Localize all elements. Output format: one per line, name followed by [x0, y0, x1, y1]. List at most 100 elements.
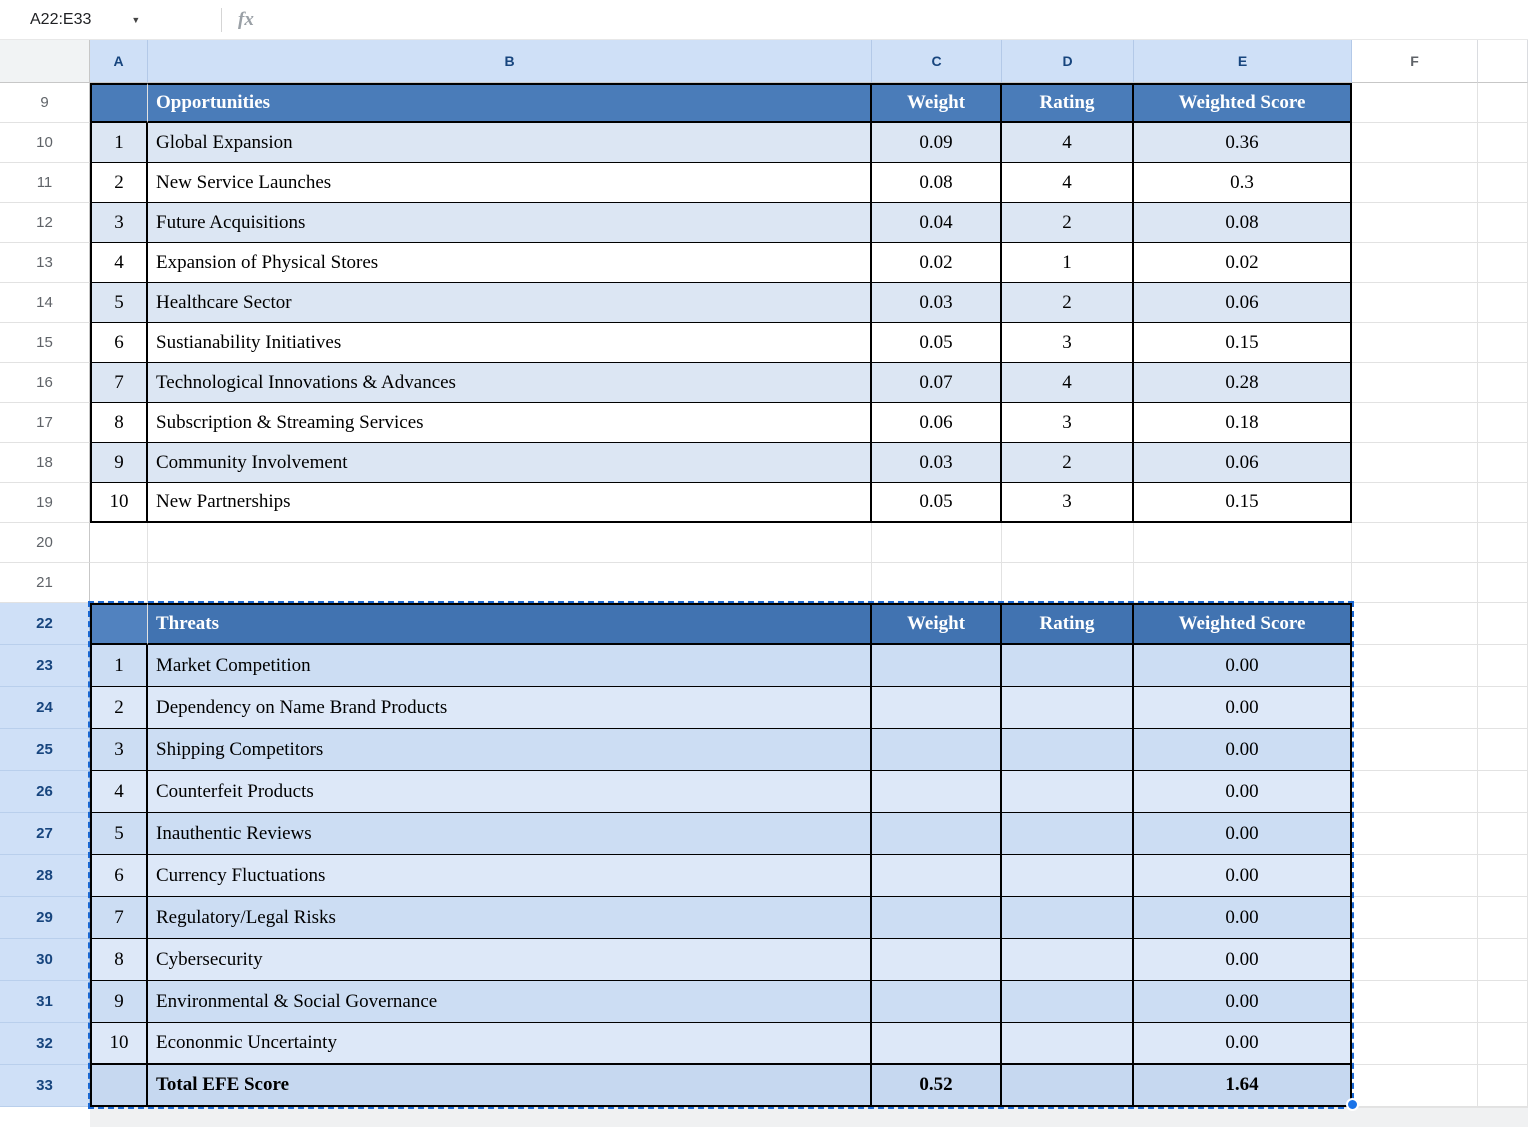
row-header-33[interactable]: 33 [0, 1065, 90, 1107]
cell-e27[interactable]: 0.00 [1134, 813, 1352, 855]
cell-c24[interactable] [872, 687, 1002, 729]
cell-f10[interactable] [1352, 123, 1478, 163]
cell-a17[interactable]: 8 [90, 403, 148, 443]
cell-b33[interactable]: Total EFE Score [148, 1065, 872, 1107]
cell-e25[interactable]: 0.00 [1134, 729, 1352, 771]
cell-d20[interactable] [1002, 523, 1134, 563]
cell-f30[interactable] [1352, 939, 1478, 981]
cell-a22-active[interactable] [90, 603, 148, 645]
cell-a31[interactable]: 9 [90, 981, 148, 1023]
cell-d14[interactable]: 2 [1002, 283, 1134, 323]
cell-f13[interactable] [1352, 243, 1478, 283]
cell-d19[interactable]: 3 [1002, 483, 1134, 523]
cell-e12[interactable]: 0.08 [1134, 203, 1352, 243]
cell-a21[interactable] [90, 563, 148, 603]
cell-c32[interactable] [872, 1023, 1002, 1065]
cell-e13[interactable]: 0.02 [1134, 243, 1352, 283]
cell-d22[interactable]: Rating [1002, 603, 1134, 645]
row-header-14[interactable]: 14 [0, 283, 90, 323]
cell-d10[interactable]: 4 [1002, 123, 1134, 163]
column-header-c[interactable]: C [872, 40, 1002, 83]
cell-b21[interactable] [148, 563, 872, 603]
cell-c30[interactable] [872, 939, 1002, 981]
cell-c9[interactable]: Weight [872, 83, 1002, 123]
cell-d29[interactable] [1002, 897, 1134, 939]
cell-e9[interactable]: Weighted Score [1134, 83, 1352, 123]
cell-f25[interactable] [1352, 729, 1478, 771]
row-header-10[interactable]: 10 [0, 123, 90, 163]
row-header-26[interactable]: 26 [0, 771, 90, 813]
cell-d13[interactable]: 1 [1002, 243, 1134, 283]
cell-e10[interactable]: 0.36 [1134, 123, 1352, 163]
cell-e24[interactable]: 0.00 [1134, 687, 1352, 729]
cell-b14[interactable]: Healthcare Sector [148, 283, 872, 323]
cell-a24[interactable]: 2 [90, 687, 148, 729]
row-header-25[interactable]: 25 [0, 729, 90, 771]
cell-c10[interactable]: 0.09 [872, 123, 1002, 163]
cell-b9[interactable]: Opportunities [148, 83, 872, 123]
cell-f23[interactable] [1352, 645, 1478, 687]
cell-c15[interactable]: 0.05 [872, 323, 1002, 363]
cell-e26[interactable]: 0.00 [1134, 771, 1352, 813]
cell-e17[interactable]: 0.18 [1134, 403, 1352, 443]
cell-c29[interactable] [872, 897, 1002, 939]
cell-b11[interactable]: New Service Launches [148, 163, 872, 203]
cell-d15[interactable]: 3 [1002, 323, 1134, 363]
cell-f12[interactable] [1352, 203, 1478, 243]
cell-f28[interactable] [1352, 855, 1478, 897]
cell-b28[interactable]: Currency Fluctuations [148, 855, 872, 897]
cell-d25[interactable] [1002, 729, 1134, 771]
cell-b30[interactable]: Cybersecurity [148, 939, 872, 981]
cell-f33[interactable] [1352, 1065, 1478, 1107]
cell-d11[interactable]: 4 [1002, 163, 1134, 203]
cell-e16[interactable]: 0.28 [1134, 363, 1352, 403]
row-header-15[interactable]: 15 [0, 323, 90, 363]
scrollbar-track[interactable] [90, 1107, 1528, 1127]
cell-a16[interactable]: 7 [90, 363, 148, 403]
row-header-27[interactable]: 27 [0, 813, 90, 855]
row-header-22[interactable]: 22 [0, 603, 90, 645]
cell-e23[interactable]: 0.00 [1134, 645, 1352, 687]
row-header-24[interactable]: 24 [0, 687, 90, 729]
cell-a30[interactable]: 8 [90, 939, 148, 981]
cell-b26[interactable]: Counterfeit Products [148, 771, 872, 813]
cell-b24[interactable]: Dependency on Name Brand Products [148, 687, 872, 729]
cell-a32[interactable]: 10 [90, 1023, 148, 1065]
cell-b22[interactable]: Threats [148, 603, 872, 645]
row-header-18[interactable]: 18 [0, 443, 90, 483]
cell-a12[interactable]: 3 [90, 203, 148, 243]
cell-e15[interactable]: 0.15 [1134, 323, 1352, 363]
formula-input[interactable] [254, 0, 1528, 39]
cell-e18[interactable]: 0.06 [1134, 443, 1352, 483]
cell-f22[interactable] [1352, 603, 1478, 645]
cell-b20[interactable] [148, 523, 872, 563]
cell-c21[interactable] [872, 563, 1002, 603]
cell-a25[interactable]: 3 [90, 729, 148, 771]
cell-b23[interactable]: Market Competition [148, 645, 872, 687]
cell-a10[interactable]: 1 [90, 123, 148, 163]
cell-d21[interactable] [1002, 563, 1134, 603]
cell-c19[interactable]: 0.05 [872, 483, 1002, 523]
cell-b12[interactable]: Future Acquisitions [148, 203, 872, 243]
column-header-e[interactable]: E [1134, 40, 1352, 83]
cell-f14[interactable] [1352, 283, 1478, 323]
cell-a11[interactable]: 2 [90, 163, 148, 203]
cell-a19[interactable]: 10 [90, 483, 148, 523]
cell-a20[interactable] [90, 523, 148, 563]
cell-f9[interactable] [1352, 83, 1478, 123]
row-header-21[interactable]: 21 [0, 563, 90, 603]
row-header-9[interactable]: 9 [0, 83, 90, 123]
row-header-19[interactable]: 19 [0, 483, 90, 523]
row-header-32[interactable]: 32 [0, 1023, 90, 1065]
cell-e30[interactable]: 0.00 [1134, 939, 1352, 981]
column-header-f[interactable]: F [1352, 40, 1478, 83]
cell-c33[interactable]: 0.52 [872, 1065, 1002, 1107]
horizontal-scrollbar[interactable] [0, 1107, 1528, 1127]
cell-d9[interactable]: Rating [1002, 83, 1134, 123]
cell-e11[interactable]: 0.3 [1134, 163, 1352, 203]
cell-c18[interactable]: 0.03 [872, 443, 1002, 483]
cell-c31[interactable] [872, 981, 1002, 1023]
cell-d24[interactable] [1002, 687, 1134, 729]
cell-e21[interactable] [1134, 563, 1352, 603]
cell-f17[interactable] [1352, 403, 1478, 443]
